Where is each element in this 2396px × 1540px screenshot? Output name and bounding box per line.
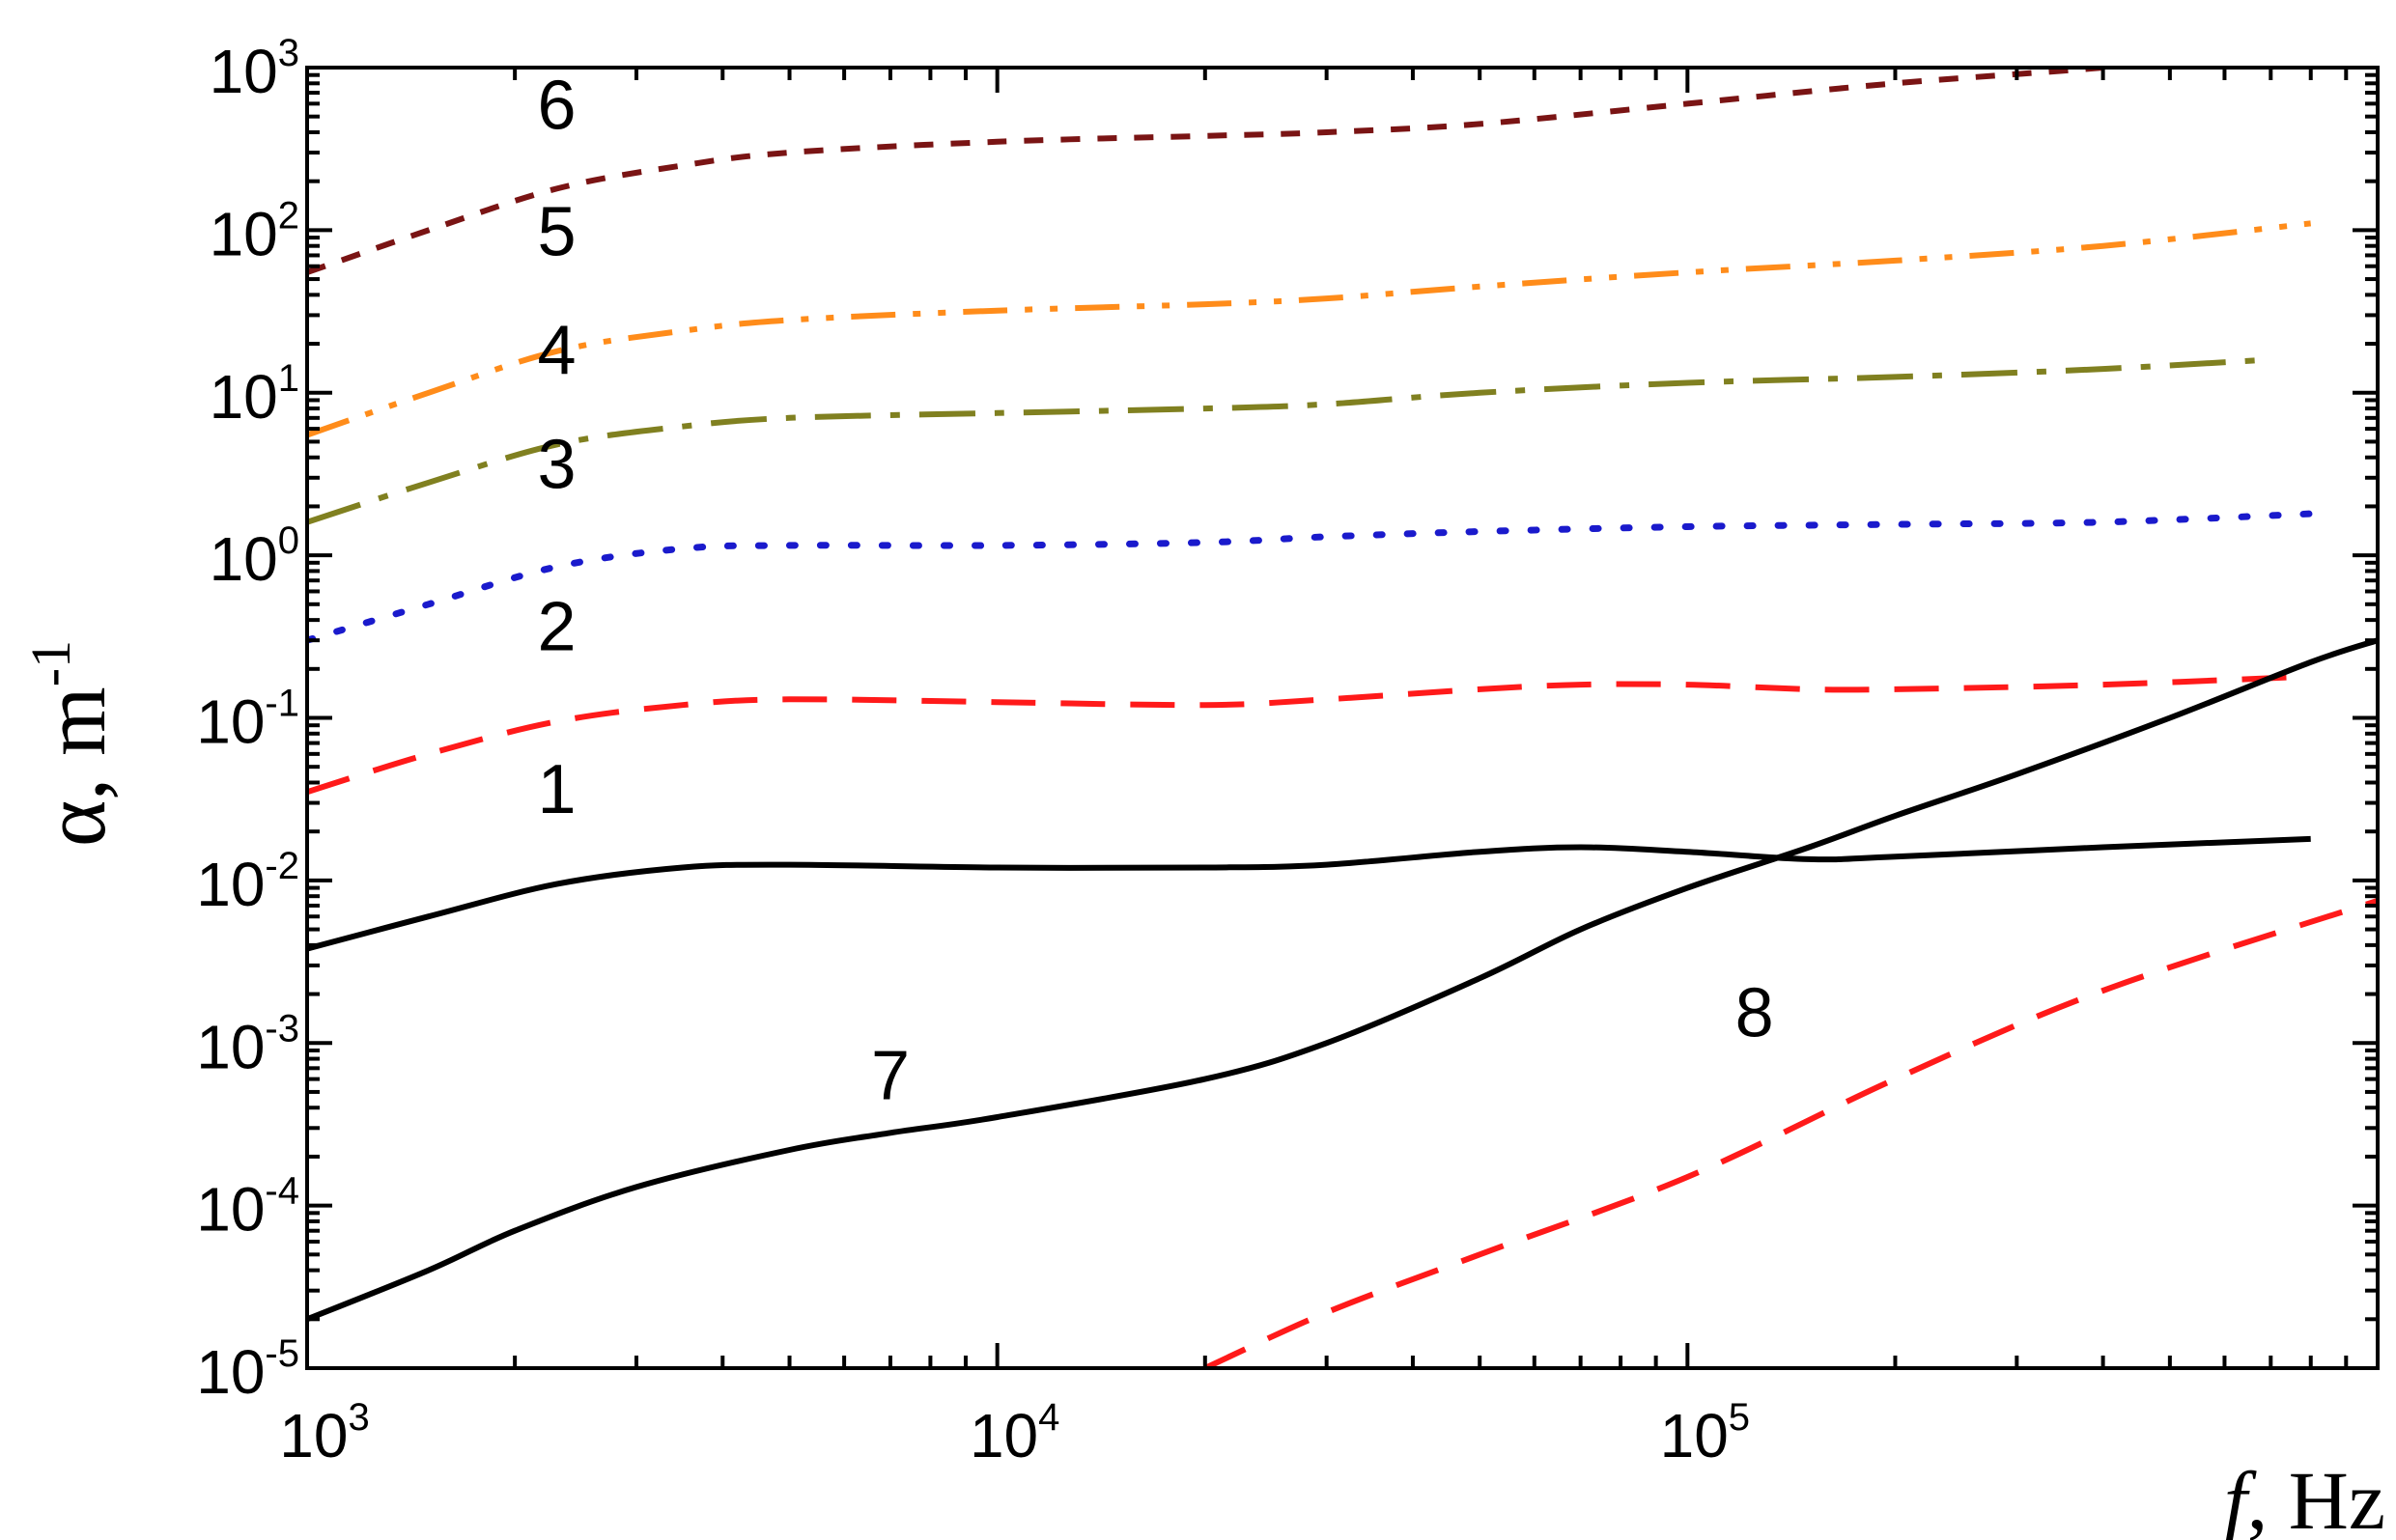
series-label-3: 3 bbox=[537, 426, 576, 503]
series-line-4 bbox=[307, 356, 2271, 525]
y-tick-label: 10-3 bbox=[196, 1007, 299, 1081]
series-line-8 bbox=[1203, 898, 2378, 1368]
tick-layer: 103 104 105 10-5 10-4 10-3 10-2 10-1 100 101 102 10… bbox=[196, 32, 2380, 1470]
y-axis-symbol: α bbox=[25, 800, 124, 847]
y-tick-label: 102 bbox=[210, 194, 299, 268]
series-label-1: 1 bbox=[537, 751, 576, 828]
plot-frame bbox=[305, 66, 2380, 1370]
y-tick-label: 10-5 bbox=[196, 1332, 299, 1407]
series-label-2: 2 bbox=[537, 589, 576, 666]
y-axis-label: α, m-1 bbox=[19, 640, 124, 847]
y-tick-label: 10-4 bbox=[196, 1170, 299, 1245]
x-tick-label: 103 bbox=[279, 1396, 369, 1470]
series-label-8: 8 bbox=[1735, 974, 1774, 1051]
series-line-2 bbox=[307, 673, 2311, 796]
y-tick-label: 101 bbox=[210, 357, 299, 432]
series-line-1 bbox=[307, 835, 2311, 952]
series-line-6 bbox=[307, 68, 2135, 275]
y-tick-label: 10-1 bbox=[196, 683, 299, 757]
y-axis-unit: , m bbox=[25, 686, 124, 800]
x-axis-unit: , Hz bbox=[2247, 1454, 2385, 1540]
series-line-3 bbox=[307, 510, 2315, 644]
y-tick-label: 103 bbox=[210, 32, 299, 106]
series-layer bbox=[307, 68, 2378, 1368]
series-label-5: 5 bbox=[537, 193, 576, 270]
series-label-7: 7 bbox=[871, 1038, 910, 1115]
series-label-4: 4 bbox=[537, 313, 576, 390]
y-tick-label: 10-2 bbox=[196, 845, 299, 919]
x-axis-label: f, Hz bbox=[2224, 1454, 2385, 1540]
x-tick-label: 105 bbox=[1660, 1396, 1750, 1470]
y-tick-label: 100 bbox=[210, 519, 299, 594]
y-axis-unit-exponent: -1 bbox=[19, 640, 82, 686]
x-tick-label: 104 bbox=[970, 1396, 1059, 1470]
label-layer: 1 2 3 4 5 6 7 8 bbox=[537, 67, 1773, 1114]
series-line-5 bbox=[307, 220, 2312, 438]
series-label-6: 6 bbox=[537, 67, 576, 144]
series-line-7 bbox=[307, 637, 2378, 1323]
